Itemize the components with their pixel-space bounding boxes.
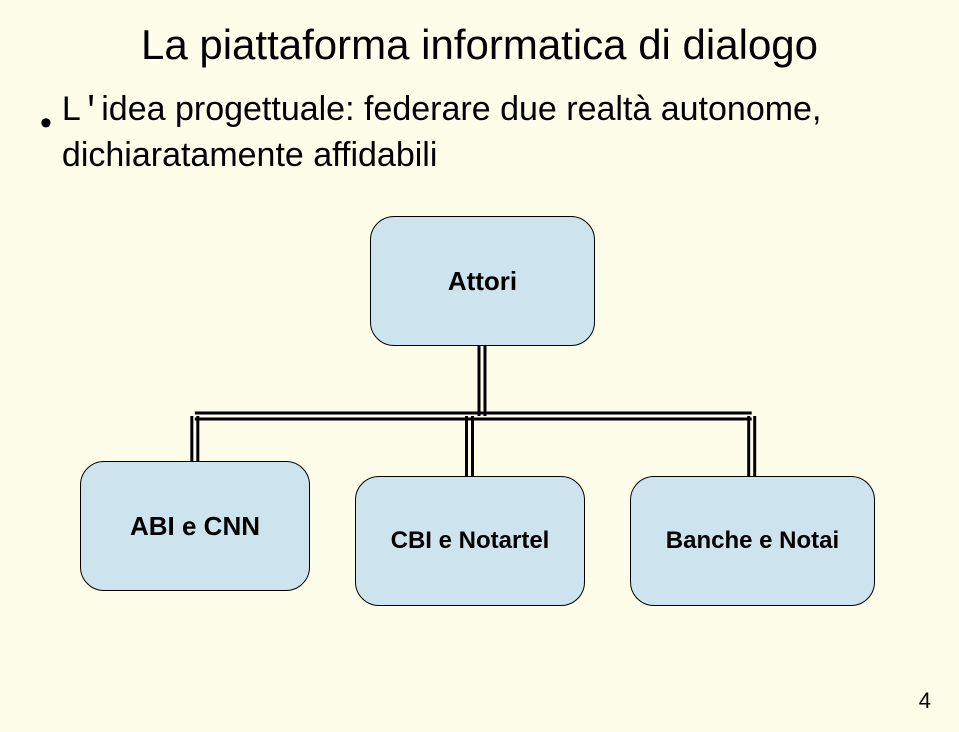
page-number: 4: [919, 688, 931, 714]
diagram: Attori ABI e CNN CBI e Notartel Banche e…: [40, 206, 919, 626]
bullet-item: • L'idea progettuale: federare due realt…: [40, 88, 919, 176]
node-root-label: Attori: [448, 266, 517, 297]
slide-title: La piattaforma informatica di dialogo: [40, 20, 919, 70]
bullet-prefix: L: [62, 90, 81, 128]
bullet-apostrophe: ': [81, 93, 101, 131]
node-child3-label: Banche e Notai: [666, 527, 839, 555]
node-child1: ABI e CNN: [80, 461, 310, 591]
node-root: Attori: [370, 216, 595, 346]
slide: La piattaforma informatica di dialogo • …: [0, 0, 959, 732]
bullet-rest: idea progettuale: federare due realtà au…: [62, 90, 822, 174]
node-child2: CBI e Notartel: [355, 476, 585, 606]
node-child1-label: ABI e CNN: [130, 511, 260, 542]
bullet-marker: •: [40, 102, 52, 145]
node-child3: Banche e Notai: [630, 476, 875, 606]
bullet-text: L'idea progettuale: federare due realtà …: [62, 88, 919, 176]
node-child2-label: CBI e Notartel: [391, 527, 550, 555]
